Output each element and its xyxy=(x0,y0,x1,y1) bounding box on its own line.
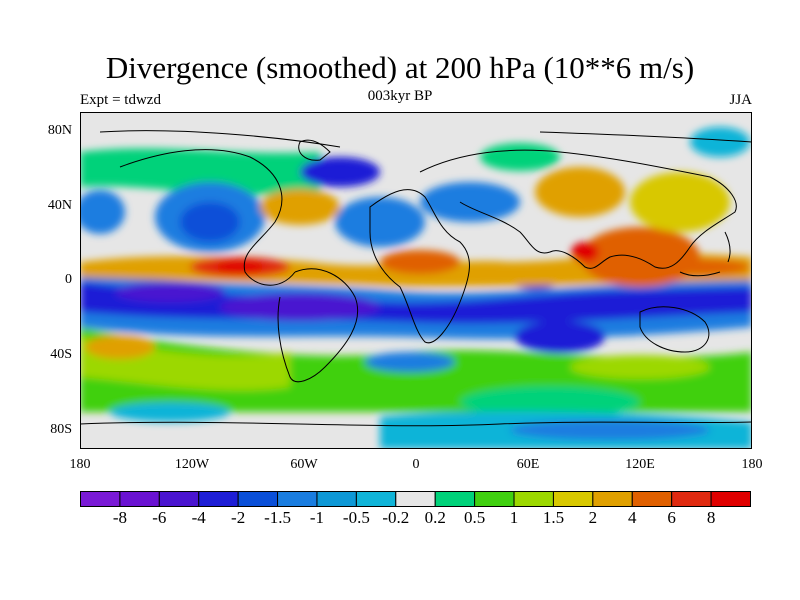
colorbar xyxy=(80,491,751,507)
colorbar-swatch xyxy=(237,491,279,507)
colorbar-swatch xyxy=(592,491,633,507)
lon-label-180-right: 180 xyxy=(741,457,763,472)
lon-label-60E: 60E xyxy=(516,457,540,472)
coastlines xyxy=(80,130,752,427)
period-label: 003kyr BP xyxy=(367,88,433,104)
colorbar-label: -2 xyxy=(231,508,246,527)
season-label: JJA xyxy=(729,92,752,108)
lat-label-40N: 40N xyxy=(47,198,72,213)
colorbar-swatch xyxy=(552,491,594,507)
colorbar-label: 6 xyxy=(667,508,676,527)
lat-label-0: 0 xyxy=(65,272,72,287)
colorbar-label: 0.5 xyxy=(463,508,486,527)
colorbar-label: 2 xyxy=(588,508,598,527)
lat-label-80N: 80N xyxy=(47,123,72,138)
colorbar-label: -8 xyxy=(112,508,127,527)
experiment-label: Expt = tdwzd xyxy=(80,92,161,108)
divergence-field xyxy=(80,127,752,449)
colorbar-swatch xyxy=(277,491,318,507)
divergence-map xyxy=(80,112,752,449)
colorbar-swatch xyxy=(80,491,121,507)
colorbar-swatch xyxy=(355,491,397,507)
colorbar-label: 1.5 xyxy=(542,508,565,527)
colorbar-swatch xyxy=(395,491,436,507)
colorbar-label: -0.2 xyxy=(382,508,410,527)
colorbar-swatch xyxy=(316,491,357,507)
colorbar-label: -1.5 xyxy=(264,508,292,527)
colorbar-swatch xyxy=(513,491,554,507)
colorbar-label: -4 xyxy=(191,508,206,527)
colorbar-swatch xyxy=(198,491,239,507)
colorbar-swatch xyxy=(631,491,673,507)
colorbar-swatch xyxy=(671,491,712,507)
lon-label-60W: 60W xyxy=(290,457,318,472)
lon-label-120E: 120E xyxy=(625,457,655,472)
colorbar-label: -1 xyxy=(309,508,325,527)
colorbar-label: 4 xyxy=(628,508,637,527)
colorbar-label: 8 xyxy=(706,508,716,527)
lat-label-80S: 80S xyxy=(50,422,72,437)
colorbar-label: 1 xyxy=(509,508,519,527)
lon-label-120W: 120W xyxy=(174,457,210,472)
colorbar-swatch xyxy=(119,491,160,507)
lon-label-0: 0 xyxy=(412,457,420,472)
colorbar-swatch xyxy=(710,491,751,507)
colorbar-label: -6 xyxy=(152,508,167,527)
colorbar-swatch xyxy=(474,491,515,507)
colorbar-label: 0.2 xyxy=(424,508,446,527)
chart-title: Divergence (smoothed) at 200 hPa (10**6 … xyxy=(105,50,695,85)
lat-label-40S: 40S xyxy=(50,347,72,362)
colorbar-swatch xyxy=(434,491,476,507)
colorbar-swatch xyxy=(158,491,200,507)
lon-label-180-left: 180 xyxy=(69,457,91,472)
colorbar-label: -0.5 xyxy=(342,508,370,527)
